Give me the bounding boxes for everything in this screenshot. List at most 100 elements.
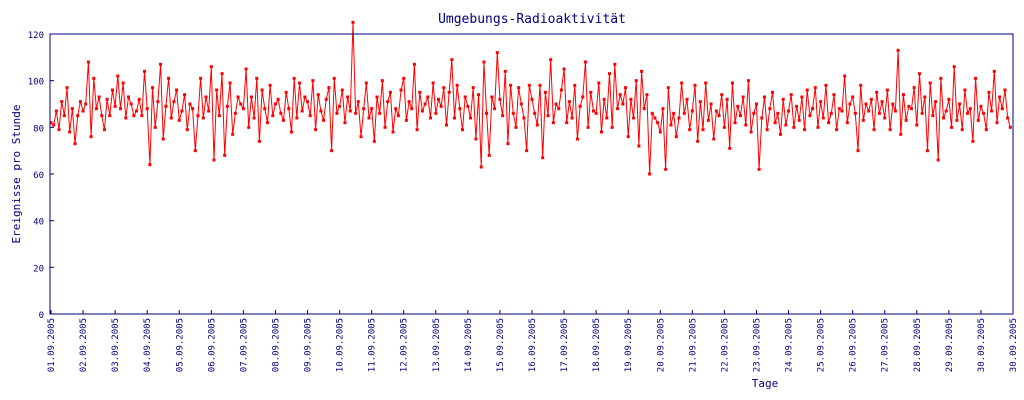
data-point [466, 104, 470, 108]
data-point [939, 76, 943, 80]
data-point [530, 97, 534, 101]
data-point [287, 107, 291, 111]
data-point [904, 118, 908, 122]
data-point [354, 111, 358, 115]
data-point [976, 118, 980, 122]
x-tick-label: 17.09.2005 [560, 318, 570, 372]
data-point [944, 109, 948, 113]
data-point [420, 109, 424, 113]
data-point [233, 111, 237, 115]
data-point [431, 81, 435, 85]
data-point [73, 142, 77, 146]
data-point [188, 102, 192, 106]
x-tick-label: 19.09.2005 [624, 318, 634, 372]
data-point [669, 123, 673, 127]
data-point [407, 100, 411, 104]
data-point [805, 88, 809, 92]
data-point [257, 139, 261, 143]
data-point [685, 97, 689, 101]
data-point [875, 90, 879, 94]
x-tick-label: 25.09.2005 [817, 318, 827, 372]
data-point [383, 125, 387, 129]
data-point [677, 116, 681, 120]
data-point [244, 67, 248, 71]
data-point [236, 95, 240, 99]
data-point [116, 74, 120, 78]
data-point [813, 86, 817, 90]
data-point [359, 135, 363, 139]
data-point [733, 121, 737, 125]
x-tick-label: 30.09.2005 [1009, 318, 1019, 372]
data-point [164, 104, 168, 108]
data-point [626, 135, 630, 139]
data-point [648, 172, 652, 176]
data-point [891, 102, 895, 106]
data-point [893, 109, 897, 113]
data-point [722, 125, 726, 129]
data-point [204, 95, 208, 99]
data-point [958, 102, 962, 106]
data-point [153, 125, 157, 129]
data-point [348, 109, 352, 113]
data-point [787, 109, 791, 113]
data-point [300, 109, 304, 113]
data-point [228, 81, 232, 85]
data-point [717, 114, 721, 118]
data-point [704, 81, 708, 85]
data-point [781, 97, 785, 101]
data-point [653, 116, 657, 120]
data-point [249, 95, 253, 99]
data-point [613, 62, 617, 66]
data-point [212, 158, 216, 162]
data-point [535, 123, 539, 127]
data-point [837, 107, 841, 111]
data-point [599, 130, 603, 134]
data-point [597, 81, 601, 85]
data-point [917, 72, 921, 76]
data-point [458, 107, 462, 111]
data-point [231, 132, 235, 136]
data-point [642, 107, 646, 111]
data-point [503, 69, 507, 73]
data-point [567, 100, 571, 104]
data-point [867, 109, 871, 113]
data-point [883, 116, 887, 120]
data-point [583, 60, 587, 64]
data-point [896, 48, 900, 52]
data-point [934, 100, 938, 104]
data-point [498, 97, 502, 101]
data-point [118, 107, 122, 111]
data-point [920, 111, 924, 115]
data-point [410, 107, 414, 111]
data-point [522, 116, 526, 120]
x-tick-label: 10.09.2005 [336, 318, 346, 372]
data-point [340, 88, 344, 92]
data-point [672, 111, 676, 115]
data-point [477, 93, 481, 97]
data-point [215, 88, 219, 92]
data-point [909, 107, 913, 111]
data-point [501, 114, 505, 118]
data-point [137, 97, 141, 101]
data-point [367, 116, 371, 120]
data-point [725, 97, 729, 101]
data-point [223, 153, 227, 157]
data-point [995, 121, 999, 125]
x-axis-label: Tage [752, 377, 779, 390]
data-point [714, 109, 718, 113]
data-point [191, 107, 195, 111]
data-point [570, 116, 574, 120]
data-point [217, 114, 221, 118]
data-point [386, 100, 390, 104]
data-point [509, 83, 513, 87]
data-point [816, 125, 820, 129]
data-point [306, 100, 310, 104]
data-point [591, 109, 595, 113]
data-point [276, 97, 280, 101]
data-point [736, 104, 740, 108]
data-point [151, 86, 155, 90]
data-point [455, 83, 459, 87]
data-point [720, 93, 724, 97]
data-point [415, 128, 419, 132]
data-point [391, 130, 395, 134]
